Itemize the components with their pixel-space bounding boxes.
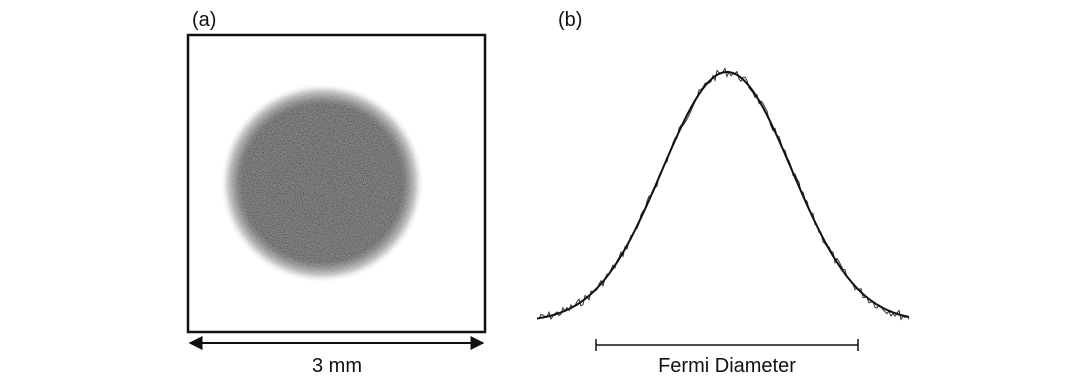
panel-label: (a) [192, 9, 216, 31]
profile-fit [537, 72, 909, 319]
diameter-label: Fermi Diameter [658, 355, 796, 377]
profile-data [537, 68, 909, 319]
figure: (a) 3 mm (b) Fermi Diameter [0, 0, 1075, 378]
diameter-bracket [596, 339, 858, 351]
panel-label: (b) [558, 9, 582, 31]
atom-cloud [220, 83, 424, 283]
scale-label: 3 mm [312, 355, 362, 377]
